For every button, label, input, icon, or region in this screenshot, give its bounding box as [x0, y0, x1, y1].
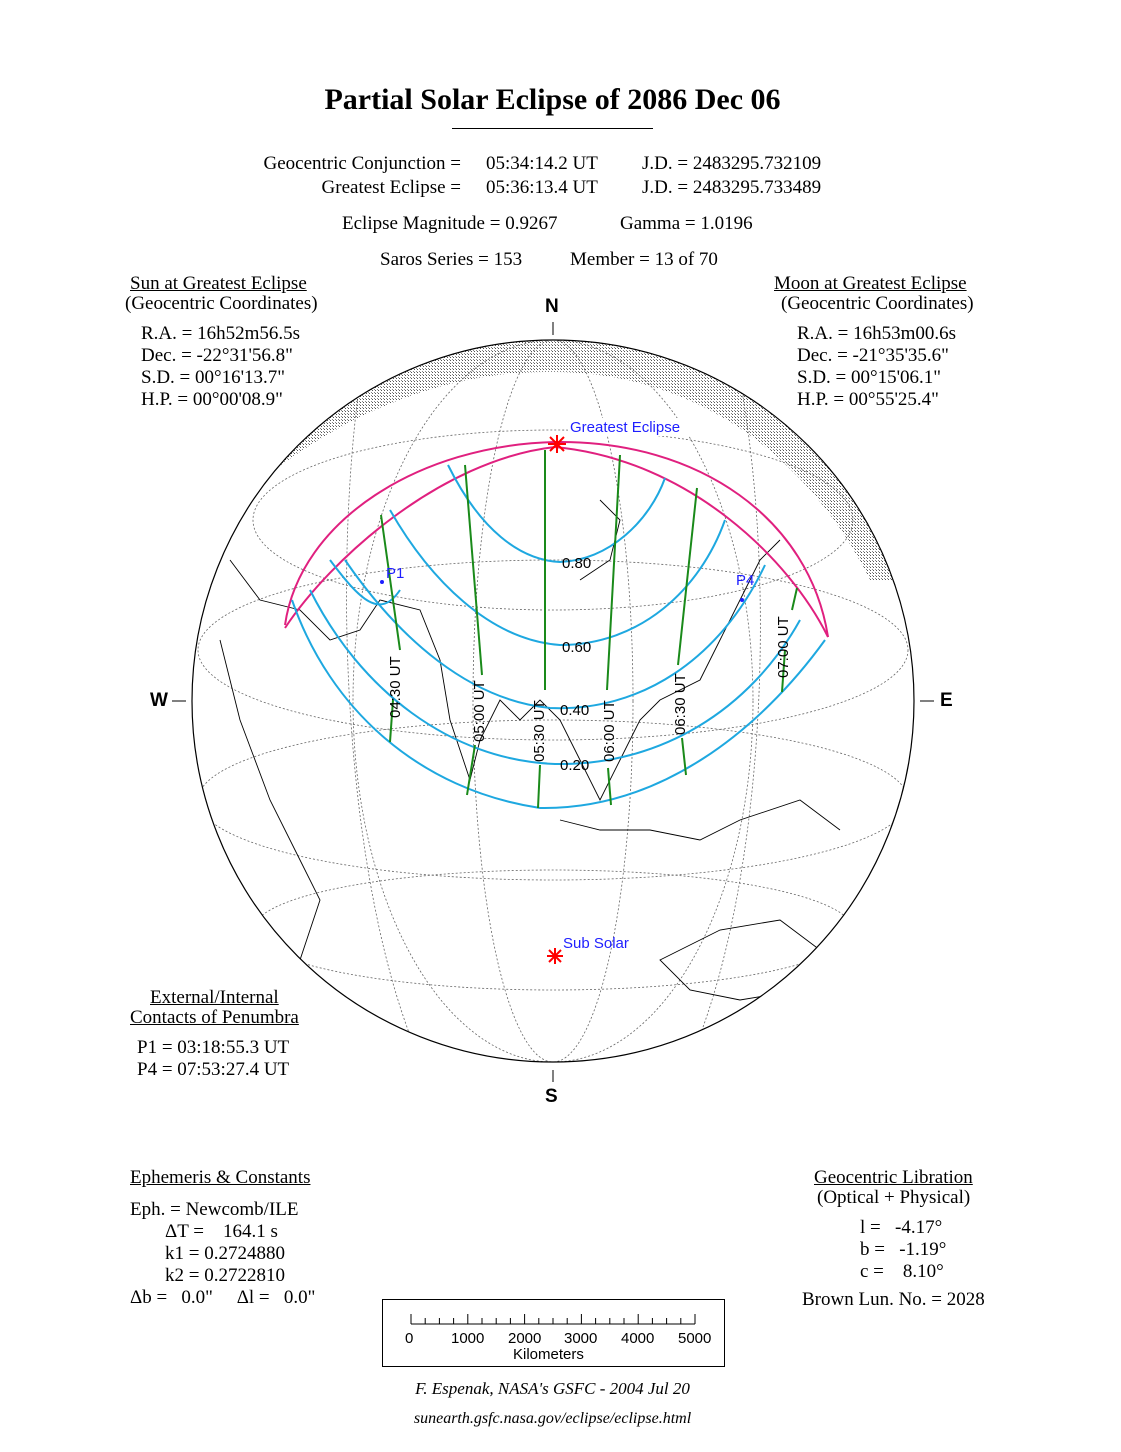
globe-outline	[191, 339, 915, 1063]
sub-solar-label: Sub Solar	[563, 935, 629, 952]
time-label: 06:30 UT	[672, 673, 689, 735]
scale-tick-label: 2000	[508, 1330, 542, 1347]
moon-subheading: (Geocentric Coordinates)	[781, 293, 974, 314]
moon-hp: H.P. = 00°55'25.4"	[797, 389, 939, 410]
time-label: 04:30 UT	[387, 656, 404, 718]
gamma: Gamma = 1.0196	[620, 213, 753, 234]
sun-subheading: (Geocentric Coordinates)	[125, 293, 318, 314]
ephemeris-eph: Eph. = Newcomb/ILE	[130, 1199, 299, 1220]
scale-tick-label: 4000	[621, 1330, 655, 1347]
night-region	[192, 340, 914, 580]
saros-member: Member = 13 of 70	[570, 249, 718, 270]
ephemeris-k2: k2 = 0.2722810	[165, 1265, 285, 1286]
magnitude-label: 0.40	[560, 702, 589, 719]
time-label: 05:00 UT	[471, 680, 488, 742]
time-label: 07:00 UT	[775, 616, 792, 678]
time-line-0630	[677, 487, 698, 776]
brown-lunation: Brown Lun. No. = 2028	[802, 1289, 985, 1310]
scale-tick-label: 0	[405, 1330, 414, 1347]
magnitude-label: 0.20	[560, 757, 589, 774]
time-line-0500	[464, 464, 483, 796]
p1-marker	[380, 580, 384, 584]
time-lines	[380, 450, 798, 809]
magnitude-label: 0.60	[562, 639, 591, 656]
title-underline	[452, 128, 653, 129]
greatest-jd: J.D. = 2483295.733489	[642, 177, 822, 198]
libration-b: b = -1.19°	[860, 1239, 947, 1260]
greatest-eclipse-label: Greatest Eclipse	[570, 419, 680, 436]
sun-sd: S.D. = 00°16'13.7"	[141, 367, 286, 388]
libration-l: l = -4.17°	[860, 1217, 943, 1238]
credit: F. Espenak, NASA's GSFC - 2004 Jul 20	[415, 1379, 690, 1398]
distance-scale: 0 1000 2000 3000 4000 5000 Kilometers	[382, 1299, 725, 1367]
saros-series: Saros Series = 153	[380, 249, 523, 270]
scale-ticks	[410, 1314, 696, 1325]
contacts-heading-2: Contacts of Penumbra	[130, 1007, 299, 1028]
page-title: Partial Solar Eclipse of 2086 Dec 06	[324, 83, 781, 116]
conjunction-time: 05:34:14.2 UT	[486, 153, 598, 174]
contacts-heading-1: External/Internal	[150, 987, 279, 1008]
moon-heading: Moon at Greatest Eclipse	[774, 273, 967, 294]
sun-ra: R.A. = 16h52m56.5s	[141, 323, 301, 344]
libration-subheading: (Optical + Physical)	[817, 1187, 971, 1208]
sun-heading: Sun at Greatest Eclipse	[130, 273, 307, 294]
p4-marker	[740, 598, 744, 602]
sun-dec: Dec. = -22°31'56.8"	[141, 345, 293, 366]
time-line-0600	[606, 454, 621, 806]
time-line-0430	[380, 514, 401, 743]
sub-solar-marker	[547, 948, 563, 964]
libration-heading: Geocentric Libration	[814, 1167, 973, 1188]
compass-west: W	[150, 690, 168, 711]
ephemeris-heading: Ephemeris & Constants	[130, 1167, 311, 1188]
moon-ra: R.A. = 16h53m00.6s	[797, 323, 957, 344]
compass-south: S	[545, 1086, 558, 1107]
greatest-eclipse-marker	[548, 435, 566, 453]
time-line-0530	[537, 450, 546, 809]
compass-north: N	[545, 296, 559, 317]
ephemeris-delta-b-l: Δb = 0.0" Δl = 0.0"	[130, 1287, 316, 1308]
scale-tick-label: 5000	[678, 1330, 712, 1347]
libration-c: c = 8.10°	[860, 1261, 944, 1282]
conjunction-label: Geocentric Conjunction =	[263, 153, 462, 174]
p4-label: P4	[736, 572, 754, 589]
conjunction-jd: J.D. = 2483295.732109	[642, 153, 822, 174]
ephemeris-k1: k1 = 0.2724880	[165, 1243, 285, 1264]
scale-unit: Kilometers	[513, 1346, 584, 1363]
source-url: sunearth.gsfc.nasa.gov/eclipse/eclipse.h…	[413, 1410, 692, 1427]
scale-tick-label: 3000	[564, 1330, 598, 1347]
time-label: 06:00 UT	[601, 700, 618, 762]
time-line-0700	[781, 587, 798, 693]
time-label: 05:30 UT	[531, 700, 548, 762]
greatest-time: 05:36:13.4 UT	[486, 177, 598, 198]
magnitude-label: 0.80	[562, 555, 591, 572]
ephemeris-delta-t: ΔT = 164.1 s	[165, 1221, 278, 1242]
compass-ticks	[172, 322, 934, 1082]
contact-p1: P1 = 03:18:55.3 UT	[137, 1037, 290, 1058]
magnitude-curves	[291, 464, 826, 810]
contact-p4: P4 = 07:53:27.4 UT	[137, 1059, 290, 1080]
sun-hp: H.P. = 00°00'08.9"	[141, 389, 283, 410]
compass-east: E	[940, 690, 953, 711]
moon-sd: S.D. = 00°15'06.1"	[797, 367, 942, 388]
eclipse-magnitude: Eclipse Magnitude = 0.9267	[342, 213, 558, 234]
p1-label: P1	[386, 565, 404, 582]
greatest-label: Greatest Eclipse =	[321, 177, 461, 198]
scale-tick-label: 1000	[451, 1330, 485, 1347]
moon-dec: Dec. = -21°35'35.6"	[797, 345, 949, 366]
